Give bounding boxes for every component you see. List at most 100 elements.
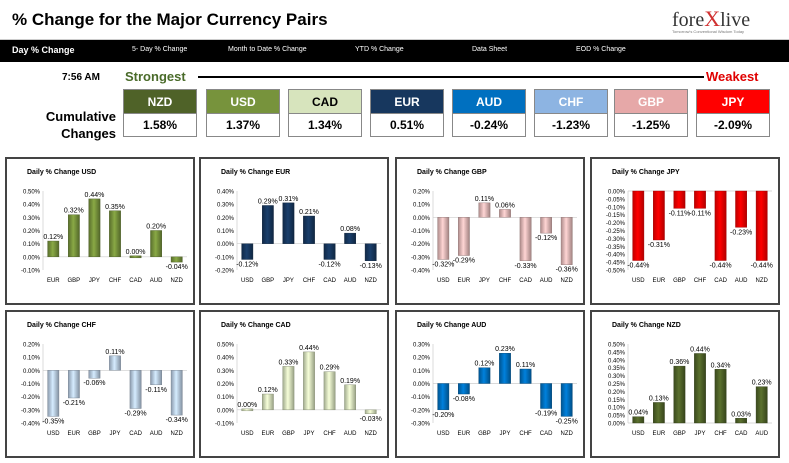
y-tick-label: 0.00%	[413, 382, 431, 388]
x-tick-label: CAD	[540, 431, 553, 437]
x-tick-label: JPY	[499, 431, 510, 437]
chart-title: Daily % Change NZD	[612, 322, 681, 329]
y-tick-label: 0.10%	[217, 229, 235, 235]
x-tick-label: CHF	[714, 431, 727, 437]
data-label: -0.33%	[514, 263, 536, 270]
data-label: -0.19%	[535, 411, 557, 418]
y-tick-label: -0.10%	[606, 205, 626, 211]
x-tick-label: JPY	[479, 278, 490, 284]
nav-day-change[interactable]: Day % Change	[12, 45, 75, 55]
bar	[241, 408, 254, 412]
bar	[632, 190, 645, 261]
x-tick-label: GBP	[88, 431, 101, 437]
y-tick-label: 0.15%	[608, 398, 626, 404]
data-label: 0.00%	[237, 402, 257, 409]
bar	[364, 409, 377, 414]
timestamp: 7:56 AM	[62, 72, 100, 83]
x-tick-label: JPY	[694, 431, 705, 437]
y-tick-label: 0.10%	[217, 395, 235, 401]
data-label: -0.04%	[166, 264, 188, 271]
x-tick-label: USD	[47, 431, 60, 437]
data-label: -0.20%	[432, 412, 454, 419]
currency-change-value: -2.09%	[713, 118, 753, 132]
bar	[129, 370, 142, 409]
currency-box-gbp: GBP -1.25%	[614, 89, 688, 137]
y-tick-label: 0.35%	[608, 366, 626, 372]
chart-panel: Daily % Change NZD 0.50% 0.45% 0.40% 0.35% 0.…	[590, 310, 780, 458]
y-tick-label: 0.20%	[217, 216, 235, 222]
y-tick-label: -0.20%	[411, 242, 431, 248]
bar	[540, 217, 553, 234]
bar	[653, 402, 665, 424]
data-label: -0.29%	[124, 411, 146, 418]
nav-mtd-change[interactable]: Month to Date % Change	[228, 46, 307, 53]
x-tick-label: CHF	[519, 431, 532, 437]
data-label: 0.31%	[278, 196, 298, 203]
y-tick-label: 0.40%	[23, 203, 41, 209]
currency-code: EUR	[371, 90, 443, 114]
x-tick-label: NZD	[171, 278, 184, 284]
y-tick-label: -0.30%	[411, 422, 431, 428]
y-tick-label: 0.30%	[23, 216, 41, 222]
data-label: -0.34%	[166, 417, 188, 424]
data-label: -0.13%	[360, 263, 382, 270]
bar	[170, 370, 183, 416]
x-tick-label: CAD	[519, 278, 532, 284]
y-tick-label: -0.10%	[215, 422, 235, 428]
bar	[262, 205, 274, 244]
data-label: -0.21%	[63, 400, 85, 407]
data-label: -0.06%	[83, 380, 105, 387]
data-label: 0.08%	[340, 226, 360, 233]
y-tick-label: 0.00%	[608, 190, 626, 196]
logo-text-end: live	[720, 9, 751, 31]
y-tick-label: 0.10%	[23, 356, 41, 362]
data-label: -0.25%	[556, 418, 578, 425]
currency-box-jpy: JPY -2.09%	[696, 89, 770, 137]
chart-title: Daily % Change EUR	[221, 169, 290, 176]
data-label: 0.34%	[711, 362, 731, 369]
nav-5day-change[interactable]: 5- Day % Change	[132, 46, 188, 53]
y-tick-label: -0.05%	[606, 197, 626, 203]
nav-bar: Day % Change 5- Day % Change Month to Da…	[0, 40, 789, 62]
x-tick-label: USD	[241, 278, 254, 284]
x-tick-label: NZD	[756, 278, 769, 284]
x-tick-label: NZD	[561, 278, 574, 284]
data-label: 0.32%	[64, 208, 84, 215]
y-tick-label: 0.20%	[413, 356, 431, 362]
nav-eod-change[interactable]: EOD % Change	[576, 46, 626, 53]
bar-chart: Daily % Change CAD 0.50% 0.40% 0.30% 0.20% 0.…	[215, 322, 382, 437]
data-label: -0.35%	[42, 418, 64, 425]
bar	[68, 370, 80, 399]
x-tick-label: GBP	[673, 431, 686, 437]
bar	[88, 370, 101, 379]
bar-chart: Daily % Change USD0.50%0.40%0.30%0.20%0.…	[21, 169, 188, 284]
data-label: 0.35%	[105, 204, 125, 211]
y-tick-label: 0.40%	[217, 190, 235, 196]
y-tick-label: -0.10%	[215, 255, 235, 261]
y-tick-label: 0.30%	[217, 369, 235, 375]
data-label: -0.03%	[360, 416, 382, 423]
bar	[560, 383, 573, 417]
bar	[735, 190, 748, 228]
nav-data-sheet[interactable]: Data Sheet	[472, 46, 508, 53]
bar	[47, 370, 60, 417]
logo-tagline: Tomorrow's Conventional Wisdom Today	[672, 29, 745, 34]
page-title: % Change for the Major Currency Pairs	[12, 10, 328, 29]
x-tick-label: CHF	[109, 278, 122, 284]
bar	[282, 366, 295, 411]
bar	[323, 243, 336, 260]
strongest-label: Strongest	[125, 69, 186, 84]
nav-ytd-change[interactable]: YTD % Change	[355, 46, 404, 53]
y-tick-label: -0.30%	[21, 408, 41, 414]
currency-change-value: 1.37%	[225, 118, 261, 132]
y-tick-label: 0.05%	[608, 414, 626, 420]
y-tick-label: -0.35%	[606, 245, 626, 251]
data-label: -0.44%	[627, 263, 649, 270]
data-label: -0.11%	[145, 387, 167, 394]
data-label: 0.44%	[299, 345, 319, 352]
data-label: 0.06%	[495, 202, 515, 209]
bar	[458, 217, 470, 256]
data-label: 0.12%	[43, 234, 63, 241]
y-tick-label: 0.00%	[217, 408, 235, 414]
bar-chart: Daily % Change AUD 0.30% 0.20% 0.10% 0.00% -0…	[411, 322, 578, 437]
